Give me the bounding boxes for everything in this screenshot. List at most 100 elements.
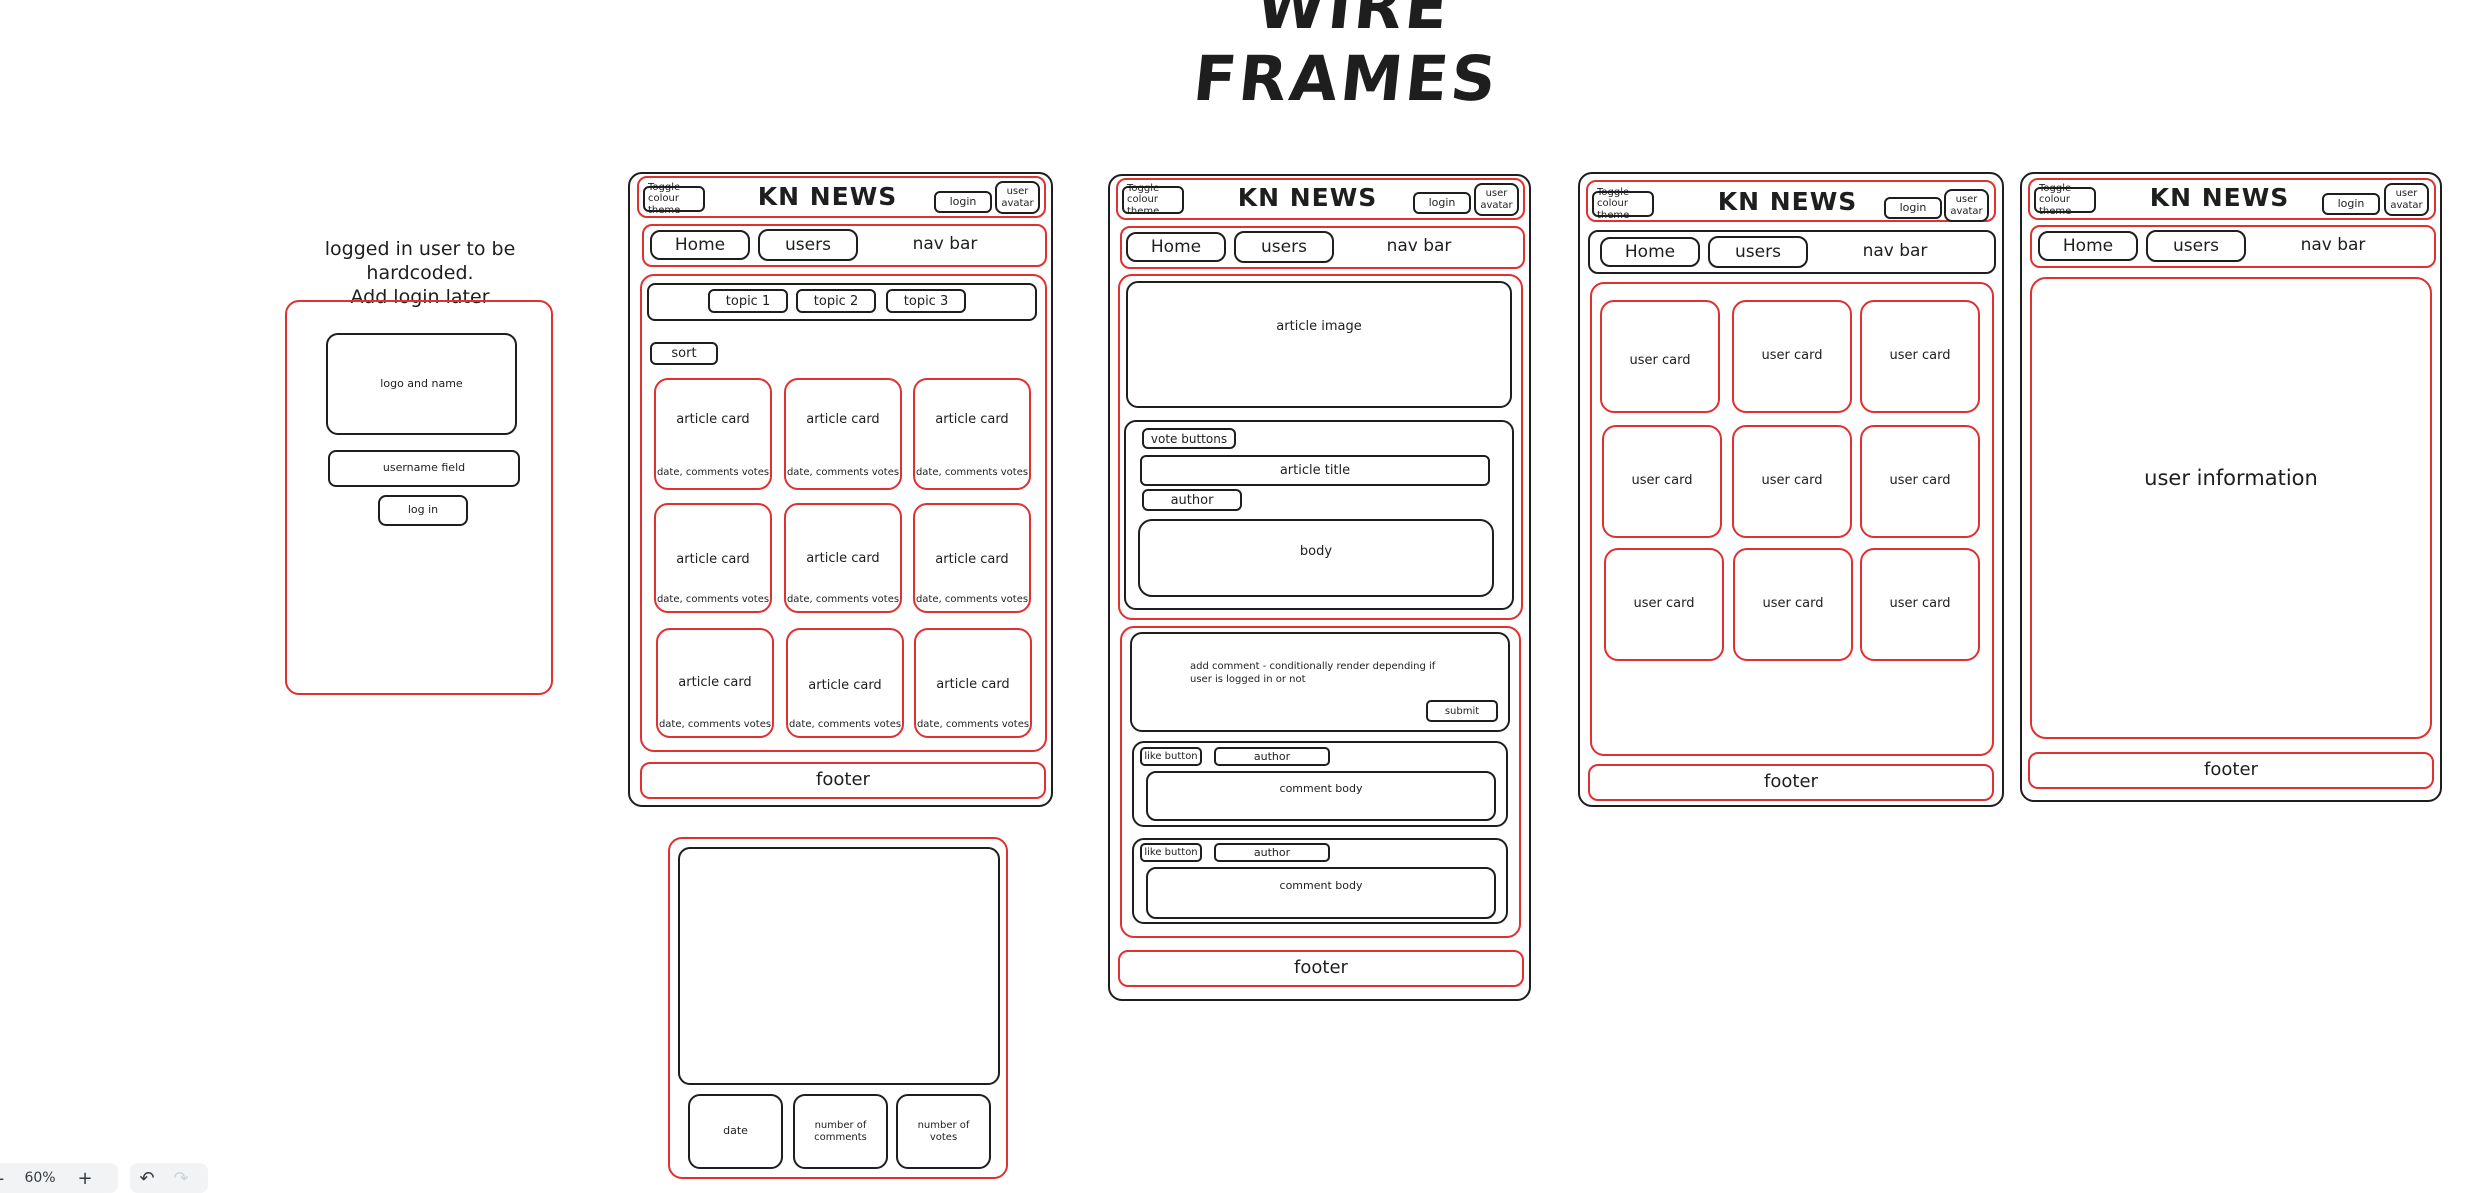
toggle-theme-button[interactable]: Toggle colour theme	[643, 182, 705, 216]
topic-3[interactable]: topic 3	[886, 289, 966, 313]
page-title: WIRE FRAMES	[1190, 0, 1503, 115]
article-card[interactable]: article card date, comments votes	[784, 503, 902, 613]
card-detail-frame	[668, 837, 1008, 1179]
nav-users[interactable]: users	[758, 229, 858, 261]
zoom-out-button[interactable]: -	[0, 1168, 12, 1189]
card-detail-votes: number of votes	[896, 1094, 991, 1169]
article-card-meta: date, comments votes	[916, 719, 1030, 731]
users-main	[1590, 282, 1994, 756]
article-card[interactable]: article card date, comments votes	[784, 378, 902, 490]
article-section	[1118, 274, 1523, 620]
article-header	[1116, 178, 1525, 220]
user-card[interactable]: user card	[1860, 425, 1980, 538]
article-card-meta: date, comments votes	[656, 594, 770, 606]
comment-body: comment body	[1146, 867, 1496, 919]
nav-label: nav bar	[2300, 235, 2366, 256]
article-card-meta: date, comments votes	[656, 467, 770, 479]
vote-buttons[interactable]: vote buttons	[1142, 428, 1236, 449]
article-card-meta: date, comments votes	[915, 594, 1029, 606]
article-card-title: article card	[676, 411, 750, 427]
login-button[interactable]: log in	[378, 495, 468, 526]
article-card[interactable]: article card date, comments votes	[654, 503, 772, 613]
user-card[interactable]: user card	[1600, 300, 1720, 413]
user-avatar[interactable]: user avatar	[1944, 189, 1989, 222]
user-card[interactable]: user card	[1732, 300, 1852, 413]
article-card-title: article card	[936, 676, 1010, 692]
nav-users[interactable]: users	[1234, 231, 1334, 263]
article-nav	[1120, 226, 1525, 269]
home-main	[640, 274, 1047, 752]
user-profile-frame	[2020, 172, 2442, 802]
nav-home[interactable]: Home	[1126, 232, 1226, 262]
user-card[interactable]: user card	[1860, 548, 1980, 661]
card-detail-image	[678, 847, 1000, 1085]
note-line-2: Add login later	[350, 285, 490, 308]
topic-1[interactable]: topic 1	[708, 289, 788, 313]
login-link[interactable]: login	[2322, 193, 2380, 215]
comment-author[interactable]: author	[1214, 747, 1330, 766]
home-nav	[642, 224, 1047, 267]
profile-header	[2028, 178, 2436, 220]
article-frame	[1108, 174, 1531, 1001]
brand-logo: KN NEWS	[757, 181, 898, 211]
comments-section	[1120, 626, 1521, 938]
nav-users[interactable]: users	[2146, 230, 2246, 262]
home-header	[637, 176, 1046, 218]
user-avatar[interactable]: user avatar	[2384, 183, 2429, 216]
history-toolbar: ↶ ↷	[130, 1163, 208, 1193]
article-card-meta: date, comments votes	[658, 719, 772, 731]
article-footer: footer	[1118, 950, 1524, 987]
brand-logo: KN NEWS	[2149, 182, 2290, 212]
user-card[interactable]: user card	[1732, 425, 1852, 538]
add-comment-box[interactable]: add comment - conditionally render depen…	[1130, 632, 1510, 732]
logo-box: logo and name	[326, 333, 517, 435]
toggle-theme-button[interactable]: Toggle colour theme	[1592, 187, 1654, 221]
article-card-title: article card	[806, 411, 880, 427]
user-avatar[interactable]: user avatar	[995, 181, 1040, 214]
like-button[interactable]: like button	[1140, 747, 1202, 766]
article-card-title: article card	[676, 551, 750, 567]
article-card[interactable]: article card date, comments votes	[914, 628, 1032, 738]
article-author[interactable]: author	[1142, 489, 1242, 511]
redo-icon[interactable]: ↷	[173, 1167, 189, 1189]
users-header	[1586, 180, 1996, 222]
toggle-theme-button[interactable]: Toggle colour theme	[2034, 183, 2096, 217]
article-card[interactable]: article card date, comments votes	[786, 628, 904, 738]
nav-home[interactable]: Home	[1600, 237, 1700, 267]
article-card[interactable]: article card date, comments votes	[654, 378, 772, 490]
user-card[interactable]: user card	[1733, 548, 1853, 661]
login-link[interactable]: login	[934, 191, 992, 213]
add-comment-text: add comment - conditionally render depen…	[1190, 661, 1436, 685]
article-card[interactable]: article card date, comments votes	[913, 503, 1031, 613]
article-card-meta: date, comments votes	[915, 467, 1029, 479]
nav-home[interactable]: Home	[650, 230, 750, 260]
user-card[interactable]: user card	[1860, 300, 1980, 413]
undo-icon[interactable]: ↶	[139, 1167, 155, 1189]
note-line-1: logged in user to be hardcoded.	[324, 238, 516, 284]
user-card[interactable]: user card	[1602, 425, 1722, 538]
brand-logo: KN NEWS	[1237, 182, 1378, 212]
zoom-toolbar: - 60% +	[0, 1163, 118, 1193]
like-button[interactable]: like button	[1140, 843, 1202, 862]
username-field[interactable]: username field	[328, 450, 520, 487]
nav-home[interactable]: Home	[2038, 231, 2138, 261]
sort-button[interactable]: sort	[650, 342, 718, 365]
user-card[interactable]: user card	[1604, 548, 1724, 661]
zoom-level[interactable]: 60%	[24, 1170, 56, 1186]
topic-2[interactable]: topic 2	[796, 289, 876, 313]
nav-users[interactable]: users	[1708, 236, 1808, 268]
user-avatar[interactable]: user avatar	[1474, 183, 1519, 216]
login-link[interactable]: login	[1884, 197, 1942, 219]
toggle-theme-button[interactable]: Toggle colour theme	[1122, 183, 1184, 217]
nav-label: nav bar	[1862, 241, 1928, 262]
article-content	[1124, 420, 1514, 610]
article-card[interactable]: article card date, comments votes	[656, 628, 774, 738]
article-card-title: article card	[806, 550, 880, 566]
article-card[interactable]: article card date, comments votes	[913, 378, 1031, 490]
login-link[interactable]: login	[1413, 192, 1471, 214]
zoom-in-button[interactable]: +	[77, 1167, 93, 1189]
comment-author[interactable]: author	[1214, 843, 1330, 862]
users-footer: footer	[1588, 764, 1994, 801]
submit-button[interactable]: submit	[1426, 700, 1498, 722]
article-card-meta: date, comments votes	[788, 719, 902, 731]
